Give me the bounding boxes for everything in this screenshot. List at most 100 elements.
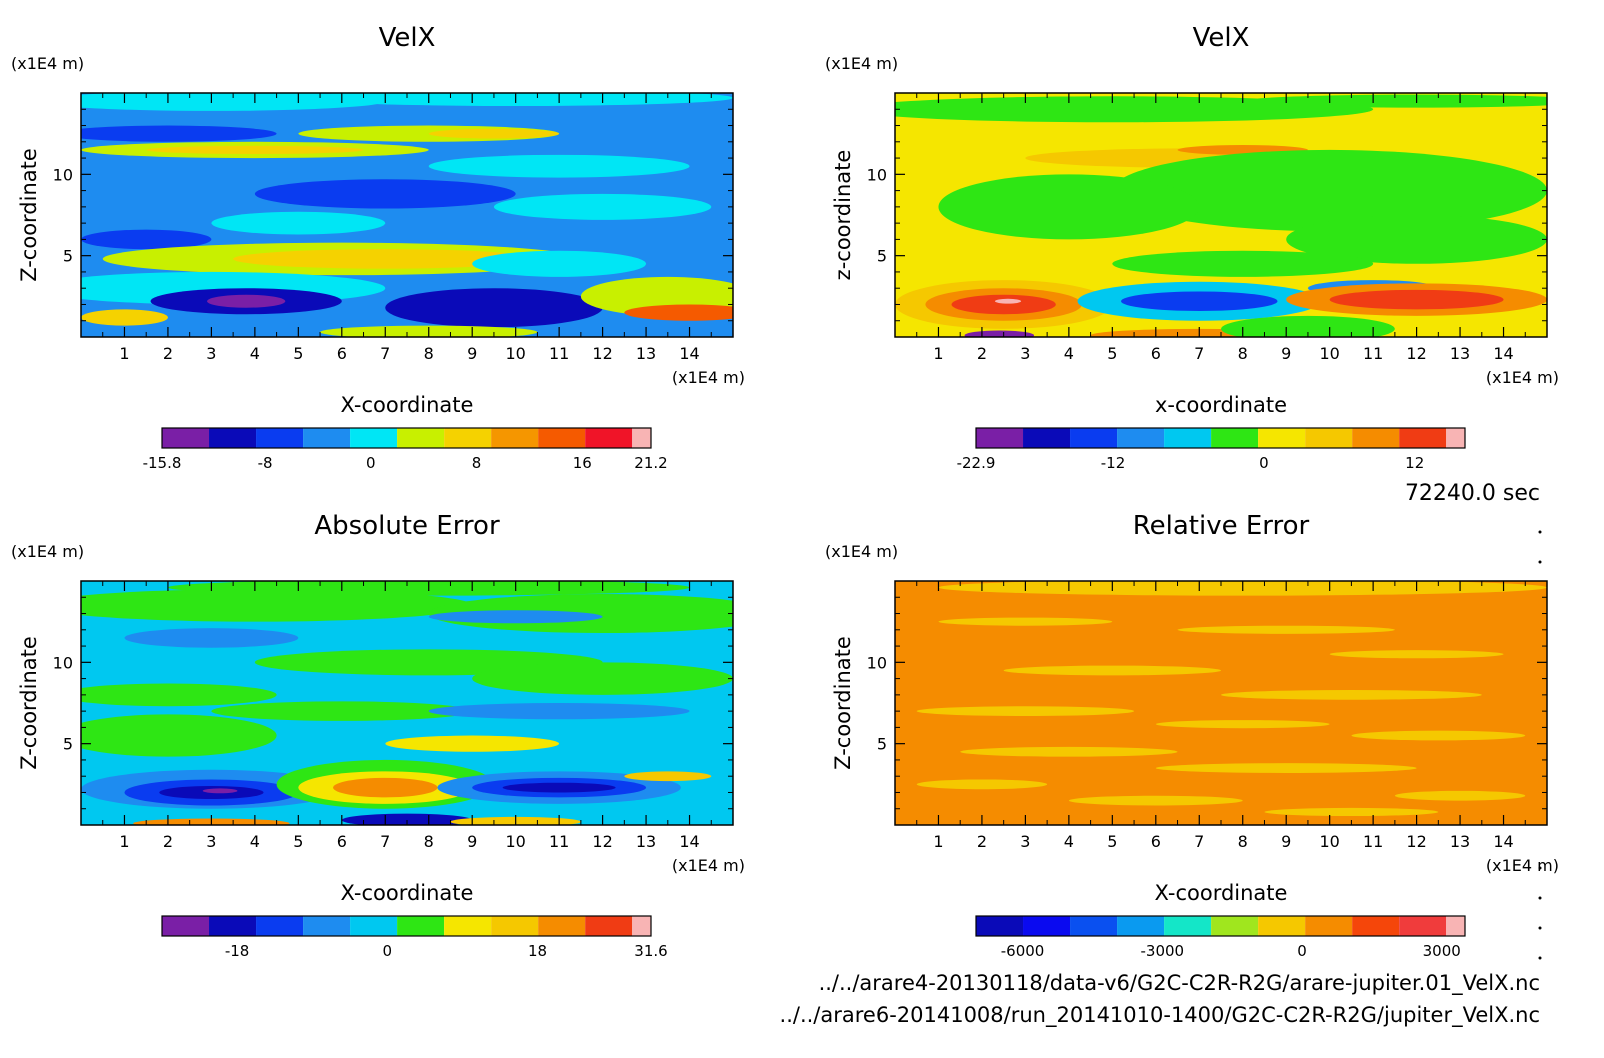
contour-region (994, 298, 1022, 304)
x-tick-label: 1 (933, 344, 943, 363)
colorbar-label: -8 (258, 454, 273, 472)
contour-region (333, 777, 438, 798)
contour-region (428, 610, 603, 624)
colorbar-swatch (1399, 428, 1447, 448)
contour-region (211, 211, 386, 235)
colorbar-swatch (491, 428, 539, 448)
colorbar-label: 31.6 (634, 942, 667, 960)
colorbar-swatch (209, 916, 257, 936)
x-tick-label: 4 (1064, 344, 1074, 363)
colorbar-swatch (1352, 428, 1400, 448)
contour-region (1155, 763, 1417, 773)
colorbar-label: -12 (1101, 454, 1126, 472)
colorbar-swatch (256, 428, 304, 448)
x-tick-label: 8 (424, 832, 434, 851)
colorbar-swatch (585, 916, 633, 936)
y-axis-label: Z-coordinate (17, 148, 41, 282)
contour-region (1264, 807, 1439, 817)
y-tick-label: 5 (63, 735, 73, 754)
contour-region (1242, 94, 1547, 108)
colorbar-swatch (397, 916, 445, 936)
colorbar: -6000 -3000 0 3000 (975, 915, 1466, 960)
y-unit-label: (x1E4 m) (825, 54, 898, 73)
contour-region (502, 782, 616, 793)
colorbar-swatch (1164, 916, 1212, 936)
contour-region (1155, 720, 1330, 729)
contour-region (341, 813, 473, 825)
x-tick-label: 7 (1194, 344, 1204, 363)
x-unit-label: (x1E4 m) (1486, 368, 1559, 387)
contour-region (1068, 795, 1243, 806)
contour-region (81, 683, 277, 707)
x-tick-label: 9 (1281, 832, 1291, 851)
x-tick-label: 12 (592, 344, 612, 363)
colorbar-label: 21.2 (634, 454, 667, 472)
x-tick-label: 1 (119, 344, 129, 363)
colorbar-swatch (1211, 428, 1259, 448)
contour-region (951, 294, 1056, 315)
colorbar-label: -3000 (1140, 942, 1184, 960)
x-tick-label: 4 (1064, 832, 1074, 851)
contour-field (895, 93, 1547, 337)
x-tick-label: 6 (1151, 344, 1161, 363)
x-tick-label: 6 (337, 344, 347, 363)
colorbar-frame (975, 427, 1466, 449)
x-axis-label: x-coordinate (1155, 393, 1287, 417)
colorbar-label: -6000 (1001, 942, 1045, 960)
file-path-2: ../../arare6-20141008/run_20141010-1400/… (780, 1003, 1540, 1028)
colorbar-swatch (538, 428, 586, 448)
x-tick-label: 8 (424, 344, 434, 363)
contour-region (938, 174, 1200, 240)
x-tick-label: 2 (163, 832, 173, 851)
contour-region (428, 128, 560, 139)
colorbar-swatch (1258, 428, 1306, 448)
colorbar-swatch (350, 428, 398, 448)
colorbar-swatch (444, 916, 492, 936)
colorbar-swatch (1446, 428, 1465, 448)
colorbar-frame (161, 915, 652, 937)
x-tick-label: 5 (293, 832, 303, 851)
colorbar-label: 0 (1297, 942, 1307, 960)
colorbar: -15.8 -8 0 8 16 21.2 (143, 427, 668, 472)
colorbar-label: -15.8 (143, 454, 182, 472)
file-path-1: ../../arare4-20130118/data-v6/G2C-C2R-R2… (819, 971, 1540, 996)
x-tick-label: 3 (206, 344, 216, 363)
colorbar-swatch (1023, 916, 1071, 936)
x-tick-label: 10 (505, 344, 525, 363)
colorbar-label: 12 (1405, 454, 1424, 472)
x-tick-label: 6 (337, 832, 347, 851)
x-tick-label: 12 (1406, 344, 1426, 363)
x-tick-label: 11 (1363, 344, 1383, 363)
contour-region (1177, 625, 1395, 634)
colorbar-swatch (1070, 428, 1118, 448)
colorbar-swatch (350, 916, 398, 936)
x-tick-label: 3 (1020, 832, 1030, 851)
y-tick-label: 10 (53, 653, 73, 672)
contour-region (493, 193, 712, 220)
marker-dot (1538, 926, 1542, 930)
chart-title: Absolute Error (314, 511, 500, 541)
y-unit-label: (x1E4 m) (825, 542, 898, 561)
time-label: 72240.0 sec (1405, 481, 1540, 506)
colorbar-label: -18 (225, 942, 250, 960)
chart-panel: VelX(x1E4 m)1 2 3 4 5 6 7 8 9 10 11 12 13 14510(x1E4 … (825, 23, 1559, 472)
chart-panel: Relative Error(x1E4 m)1 2 3 4 5 6 7 8 9 10 11 12 13 1… (825, 511, 1559, 960)
contour-region (146, 145, 364, 154)
contour-region (916, 706, 1135, 717)
x-tick-label: 1 (933, 832, 943, 851)
contour-field (81, 581, 733, 825)
x-tick-label: 12 (1406, 832, 1426, 851)
x-tick-label: 4 (250, 344, 260, 363)
colorbar-swatch (303, 916, 351, 936)
colorbar-swatch (1305, 428, 1353, 448)
contour-field (81, 93, 733, 337)
contour-region (1286, 215, 1547, 264)
contour-region (624, 304, 733, 321)
x-tick-label: 11 (549, 832, 569, 851)
x-unit-label: (x1E4 m) (672, 856, 745, 875)
x-tick-label: 13 (636, 832, 656, 851)
contour-region (472, 250, 647, 277)
y-axis-label: Z-coordinate (17, 636, 41, 770)
marker-dot (1538, 530, 1542, 534)
colorbar: -22.9 -12 0 12 (957, 427, 1466, 472)
